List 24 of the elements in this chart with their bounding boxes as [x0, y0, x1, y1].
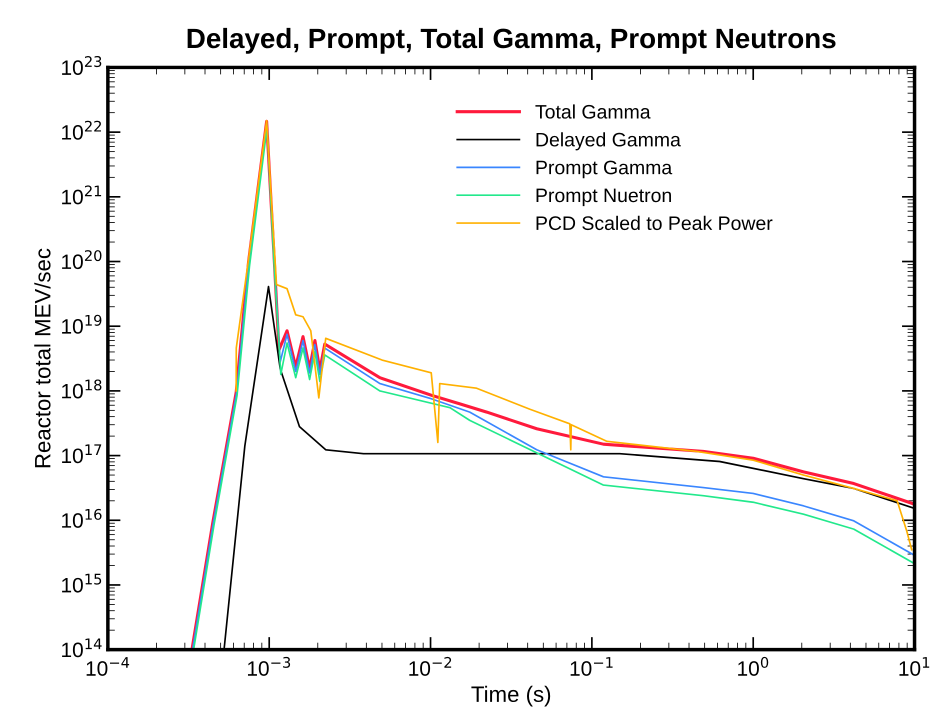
x-tick-label: 10$^{−3}$: [248, 656, 290, 676]
y-tick-label: 10$^{15}$: [62, 574, 102, 593]
y-tick-label: 10$^{22}$: [62, 120, 101, 140]
x-tick-label: 10$^{−1}$: [570, 657, 613, 676]
legend-label: PCD Scaled to Peak Power: [536, 216, 772, 230]
y-tick-label: 10$^{19}$: [62, 314, 102, 334]
y-tick-label: 10$^{18}$: [62, 379, 102, 398]
legend-label: Prompt Nuetron: [536, 188, 671, 206]
x-axis-title: Time (s): [471, 686, 550, 706]
y-tick-label: 10$^{14}$: [62, 638, 102, 658]
x-tick-label: 10$^{0}$: [738, 656, 768, 676]
x-tick-label: 10$^{1}$: [899, 657, 930, 676]
legend-label: Total Gamma: [535, 104, 651, 119]
legend-label: Delayed Gamma: [536, 132, 681, 150]
y-tick-label: 10$^{20}$: [62, 250, 102, 270]
x-tick-label: 10$^{−2}$: [409, 656, 452, 676]
legend-label: Prompt Gamma: [536, 160, 672, 178]
y-tick-label: 10$^{17}$: [62, 444, 102, 464]
y-axis-title: Reactor total MEV/sec: [34, 248, 51, 468]
y-tick-label: 10$^{16}$: [62, 508, 102, 528]
chart-title: Delayed, Prompt, Total Gamma, Prompt Neutrons: [188, 28, 836, 54]
x-tick-label: 10$^{−4}$: [86, 657, 130, 676]
y-tick-label: 10$^{23}$: [62, 56, 102, 76]
y-tick-label: 10$^{21}$: [62, 185, 102, 204]
